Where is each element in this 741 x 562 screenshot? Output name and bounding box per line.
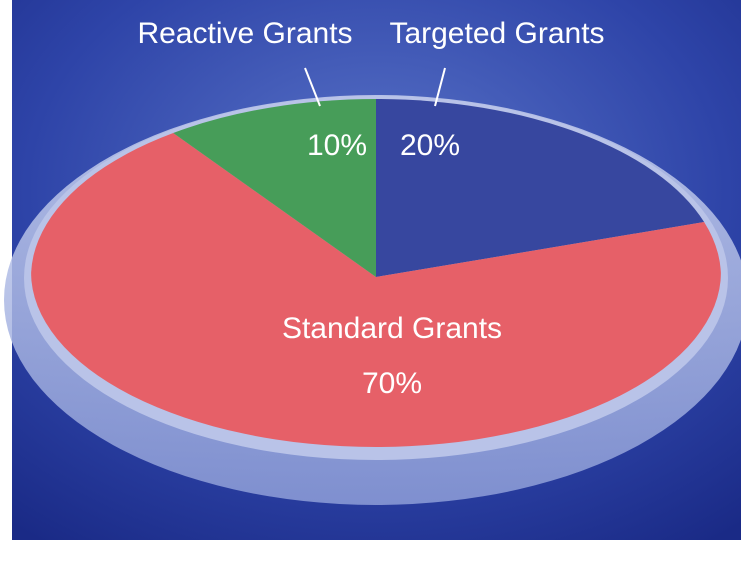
slice-label: Reactive Grants bbox=[137, 17, 352, 50]
value-label: 20% bbox=[400, 129, 460, 162]
value-label: 10% bbox=[307, 129, 367, 162]
slice-label: Standard Grants bbox=[282, 312, 502, 345]
value-label: 70% bbox=[362, 367, 422, 400]
slice-label: Targeted Grants bbox=[389, 17, 604, 50]
chart: Targeted Grants 20% Standard Grants 70% Reac… bbox=[0, 0, 741, 562]
